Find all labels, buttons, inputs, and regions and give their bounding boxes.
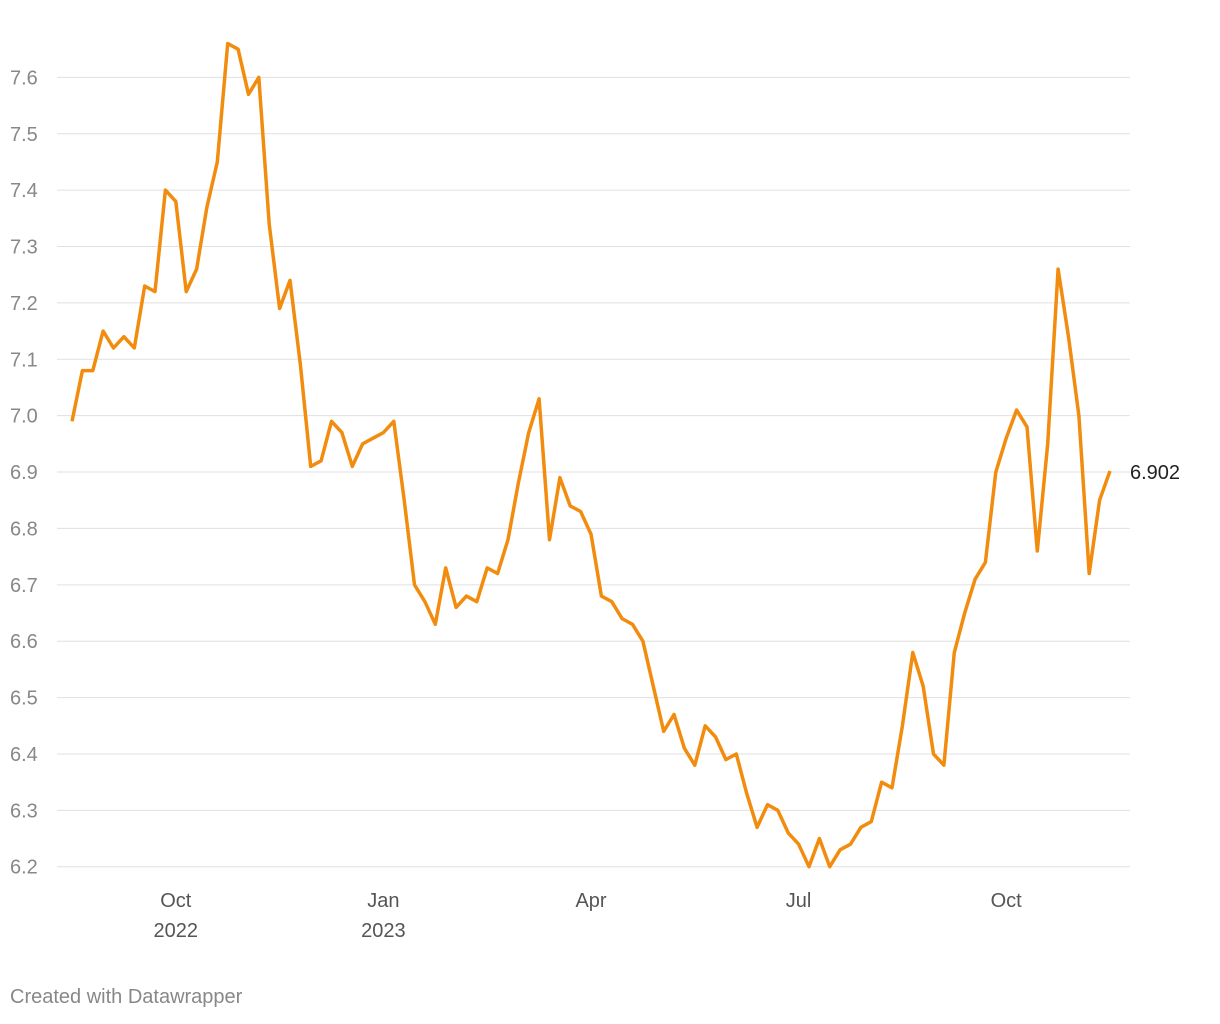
y-tick-label: 7.2 [10,293,38,315]
y-tick-label: 7.6 [10,67,38,89]
x-tick-label: Oct [991,890,1023,912]
line [70,41,1112,869]
y-tick-label: 7.5 [10,124,38,146]
x-tick-label: Jan 2023 [361,890,406,942]
y-tick-label: 6.7 [10,575,38,597]
x-tick-label: Apr [575,890,606,912]
x-tick-label: Oct 2022 [154,890,199,942]
y-tick-label: 7.3 [10,237,38,259]
y-tick-label: 7.0 [10,406,38,428]
y-tick-label: 6.9 [10,462,38,484]
y-tick-label: 6.6 [10,631,38,653]
y-tick-label: 7.1 [10,349,38,371]
y-tick-label: 6.2 [10,857,38,879]
value-label: 6.902 [1130,462,1180,484]
y-tick-label: 6.3 [10,800,38,822]
footer: Created with Datawrapper [10,986,243,1008]
y-tick-label: 6.4 [10,744,38,766]
y-tick-label: 6.5 [10,688,38,710]
y-tick-label: 6.8 [10,518,38,540]
y-tick-label: 7.4 [10,180,38,202]
x-tick-label: Jul [786,890,812,912]
